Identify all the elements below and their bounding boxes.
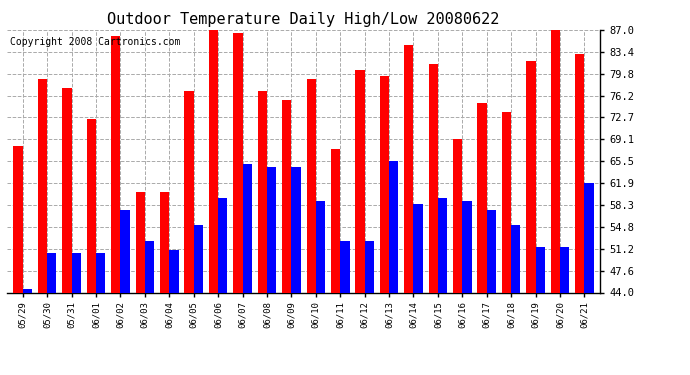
Bar — [111, 36, 121, 292]
Bar — [23, 290, 32, 292]
Bar — [364, 241, 374, 292]
Bar — [306, 79, 316, 292]
Bar — [194, 225, 203, 292]
Bar — [560, 247, 569, 292]
Text: Copyright 2008 Cartronics.com: Copyright 2008 Cartronics.com — [10, 37, 180, 46]
Bar — [72, 253, 81, 292]
Bar — [575, 54, 584, 292]
Bar — [62, 88, 72, 292]
Bar — [486, 210, 496, 292]
Bar — [316, 201, 325, 292]
Bar — [243, 164, 252, 292]
Bar — [551, 30, 560, 292]
Bar — [355, 70, 364, 292]
Bar — [218, 198, 228, 292]
Bar — [380, 76, 389, 292]
Bar — [233, 33, 243, 292]
Title: Outdoor Temperature Daily High/Low 20080622: Outdoor Temperature Daily High/Low 20080… — [108, 12, 500, 27]
Bar — [184, 91, 194, 292]
Bar — [404, 45, 413, 292]
Bar — [282, 100, 291, 292]
Bar — [169, 250, 179, 292]
Bar — [340, 241, 350, 292]
Bar — [453, 139, 462, 292]
Bar — [291, 167, 301, 292]
Bar — [96, 253, 106, 292]
Bar — [511, 225, 520, 292]
Bar — [14, 146, 23, 292]
Bar — [462, 201, 471, 292]
Bar — [257, 91, 267, 292]
Bar — [38, 79, 47, 292]
Bar — [87, 118, 96, 292]
Bar — [438, 198, 447, 292]
Bar — [535, 247, 545, 292]
Bar — [47, 253, 57, 292]
Bar — [477, 103, 486, 292]
Bar — [428, 64, 438, 292]
Bar — [331, 149, 340, 292]
Bar — [526, 60, 535, 292]
Bar — [584, 183, 593, 292]
Bar — [145, 241, 154, 292]
Bar — [502, 112, 511, 292]
Bar — [121, 210, 130, 292]
Bar — [413, 204, 423, 292]
Bar — [160, 192, 169, 292]
Bar — [267, 167, 276, 292]
Bar — [209, 27, 218, 292]
Bar — [136, 192, 145, 292]
Bar — [389, 161, 398, 292]
